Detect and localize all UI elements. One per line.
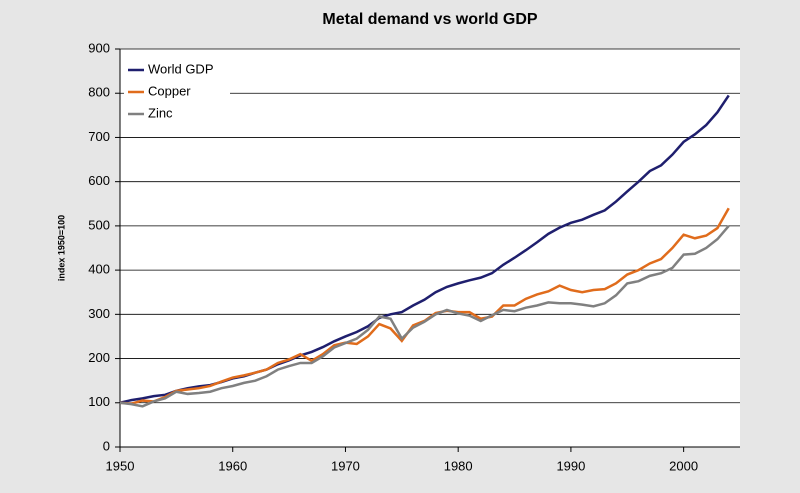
x-tick-label: 1950: [106, 458, 135, 473]
legend-label: Copper: [148, 83, 191, 98]
legend-bg: [124, 59, 230, 81]
legend-bg: [124, 81, 230, 103]
legend-label: Zinc: [148, 105, 173, 120]
y-axis-label: index 1950=100: [56, 215, 66, 281]
y-tick-label: 800: [88, 85, 110, 100]
y-tick-label: 100: [88, 394, 110, 409]
x-tick-label: 1980: [444, 458, 473, 473]
y-tick-label: 900: [88, 40, 110, 55]
y-tick-label: 0: [103, 438, 110, 453]
y-tick-label: 400: [88, 262, 110, 277]
legend-bg: [124, 103, 230, 125]
series-line: [119, 225, 730, 408]
x-tick-label: 2000: [669, 458, 698, 473]
y-tick-label: 200: [88, 350, 110, 365]
y-tick-label: 600: [88, 173, 110, 188]
y-tick-label: 700: [88, 129, 110, 144]
legend-label: World GDP: [148, 61, 214, 76]
x-tick-label: 1990: [556, 458, 585, 473]
x-tick-label: 1970: [331, 458, 360, 473]
y-tick-label: 300: [88, 306, 110, 321]
y-tick-label: 500: [88, 217, 110, 232]
x-tick-label: 1960: [218, 458, 247, 473]
chart-title: Metal demand vs world GDP: [322, 11, 537, 28]
